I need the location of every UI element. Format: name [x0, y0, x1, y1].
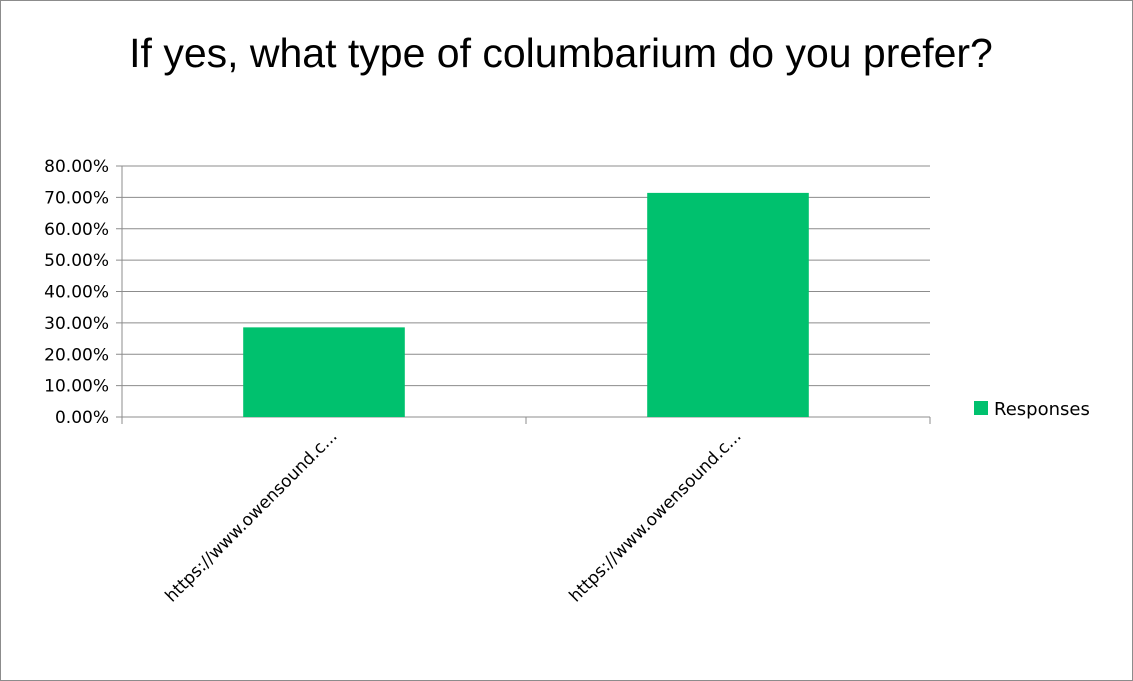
x-category-label: https://www.owensound.c...	[566, 426, 746, 606]
y-tick-label: 60.00%	[44, 220, 109, 240]
chart-title: If yes, what type of columbarium do you …	[129, 30, 993, 76]
x-category-label: https://www.owensound.c...	[162, 426, 342, 606]
legend-label: Responses	[994, 399, 1090, 420]
y-tick-label: 70.00%	[44, 188, 109, 208]
y-tick-label: 10.00%	[44, 377, 109, 397]
y-tick-label: 40.00%	[44, 283, 109, 303]
y-tick-label: 20.00%	[44, 345, 109, 365]
bar	[243, 327, 405, 417]
legend-swatch	[974, 401, 988, 415]
y-tick-label: 80.00%	[44, 157, 109, 177]
bar	[647, 192, 809, 417]
y-tick-label: 30.00%	[44, 314, 109, 334]
y-tick-label: 0.00%	[55, 408, 109, 428]
y-tick-label: 50.00%	[44, 251, 109, 271]
